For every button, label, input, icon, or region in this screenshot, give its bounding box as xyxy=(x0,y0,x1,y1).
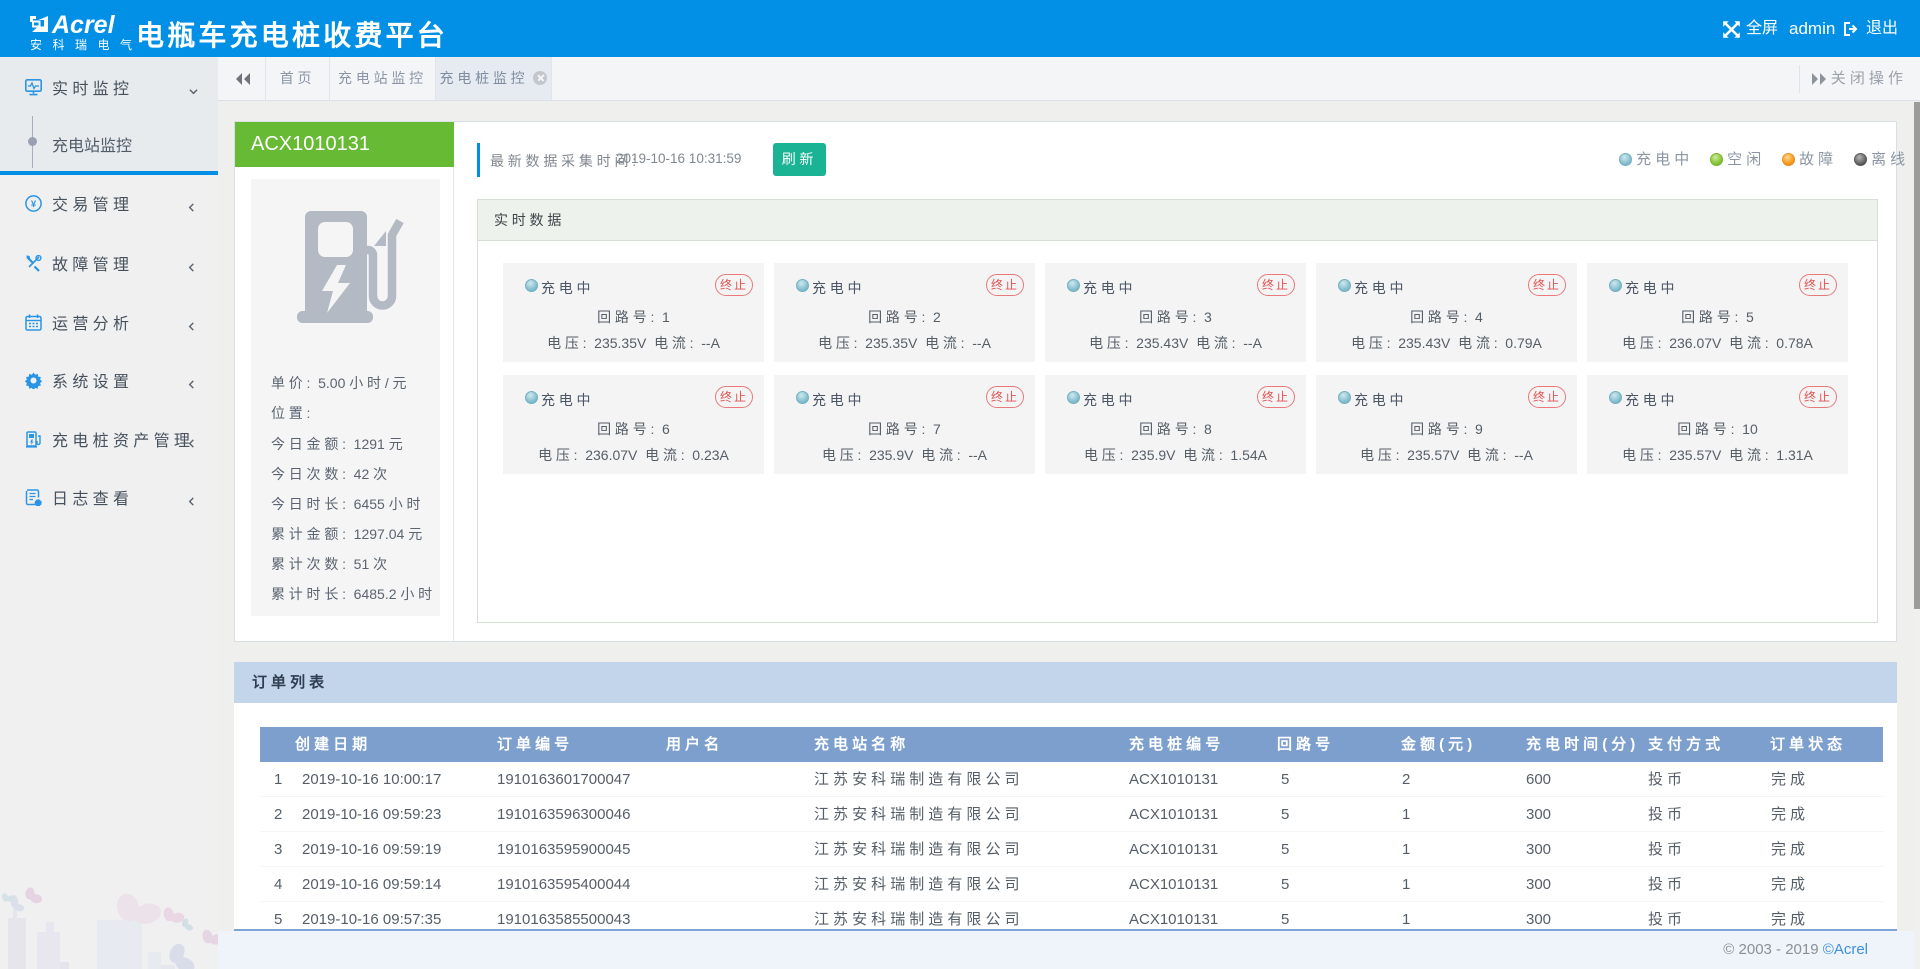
svg-text:¥: ¥ xyxy=(31,199,37,210)
